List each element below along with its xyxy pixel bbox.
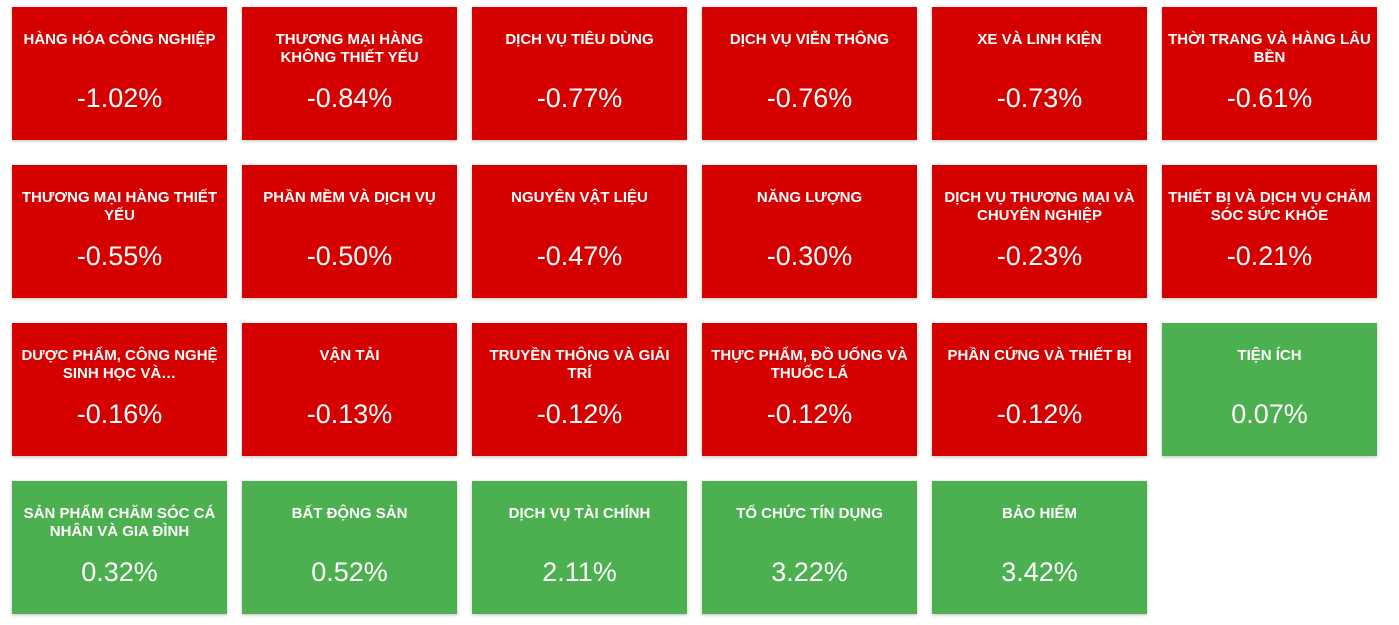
sector-change: -0.76% xyxy=(766,83,853,113)
sector-label: DỊCH VỤ VIỄN THÔNG xyxy=(729,31,890,48)
sector-label: TIỆN ÍCH xyxy=(1237,347,1302,364)
sector-change: 3.22% xyxy=(771,557,848,587)
sector-change: -0.47% xyxy=(536,241,623,271)
sector-label: THỜI TRANG VÀ HÀNG LÂU BỀN xyxy=(1168,31,1371,66)
sector-change: -0.16% xyxy=(76,399,163,429)
sector-tile[interactable]: DƯỢC PHẨM, CÔNG NGHỆ SINH HỌC VÀ… -0.16% xyxy=(12,323,227,456)
sector-change: -0.61% xyxy=(1226,83,1313,113)
sector-tile[interactable]: THỰC PHẨM, ĐỒ UỐNG VÀ THUỐC LÁ -0.12% xyxy=(702,323,917,456)
sector-tile[interactable]: BẤT ĐỘNG SẢN 0.52% xyxy=(242,481,457,614)
tile-grid: HÀNG HÓA CÔNG NGHIỆP -1.02% THƯƠNG MẠI HÀN… xyxy=(12,7,1377,614)
sector-label: DỊCH VỤ THƯƠNG MẠI VÀ CHUYÊN NGHIỆP xyxy=(944,189,1135,224)
sector-change: -0.55% xyxy=(76,241,163,271)
sector-label: DỊCH VỤ TÀI CHÍNH xyxy=(508,505,651,522)
sector-label: XE VÀ LINH KIỆN xyxy=(977,31,1102,48)
sector-label: BẤT ĐỘNG SẢN xyxy=(291,505,408,522)
sector-tile[interactable]: THƯƠNG MẠI HÀNG THIẾT YẾU -0.55% xyxy=(12,165,227,298)
sector-tile[interactable]: TỔ CHỨC TÍN DỤNG 3.22% xyxy=(702,481,917,614)
sector-tile[interactable]: THƯƠNG MẠI HÀNG KHÔNG THIẾT YẾU -0.84% xyxy=(242,7,457,140)
sector-tile[interactable]: DỊCH VỤ THƯƠNG MẠI VÀ CHUYÊN NGHIỆP -0.23… xyxy=(932,165,1147,298)
sector-change: -0.84% xyxy=(306,83,393,113)
sector-label: BẢO HIỂM xyxy=(1002,505,1077,522)
sector-change: -0.12% xyxy=(766,399,853,429)
sector-change: 0.07% xyxy=(1231,399,1308,429)
sector-change: 2.11% xyxy=(542,557,617,587)
sector-change: -0.50% xyxy=(306,241,393,271)
sector-change: -0.73% xyxy=(996,83,1083,113)
sector-change: 0.32% xyxy=(81,557,158,587)
sector-label: NGUYÊN VẬT LIỆU xyxy=(511,189,648,206)
sector-tile[interactable]: DỊCH VỤ TÀI CHÍNH 2.11% xyxy=(472,481,687,614)
sector-tile[interactable]: TIỆN ÍCH 0.07% xyxy=(1162,323,1377,456)
sector-change: 3.42% xyxy=(1001,557,1078,587)
sector-label: THIẾT BỊ VÀ DỊCH VỤ CHĂM SÓC SỨC KHỎE xyxy=(1168,189,1371,224)
sector-tile[interactable]: VẬN TẢI -0.13% xyxy=(242,323,457,456)
sector-change: -0.13% xyxy=(306,399,393,429)
sector-tile[interactable]: XE VÀ LINH KIỆN -0.73% xyxy=(932,7,1147,140)
sector-change: -0.12% xyxy=(996,399,1083,429)
sector-change: -0.23% xyxy=(996,241,1083,271)
sector-change: -0.30% xyxy=(766,241,853,271)
sector-tile[interactable]: NGUYÊN VẬT LIỆU -0.47% xyxy=(472,165,687,298)
sector-tile[interactable]: PHẦN CỨNG VÀ THIẾT BỊ -0.12% xyxy=(932,323,1147,456)
sector-tile[interactable]: NĂNG LƯỢNG -0.30% xyxy=(702,165,917,298)
sector-tile[interactable]: DỊCH VỤ VIỄN THÔNG -0.76% xyxy=(702,7,917,140)
sector-change: -0.12% xyxy=(536,399,623,429)
sector-tile[interactable]: SẢN PHẨM CHĂM SÓC CÁ NHÂN VÀ GIA ĐÌNH 0.3… xyxy=(12,481,227,614)
sector-label: THỰC PHẨM, ĐỒ UỐNG VÀ THUỐC LÁ xyxy=(711,347,908,382)
sector-tile[interactable]: BẢO HIỂM 3.42% xyxy=(932,481,1147,614)
sector-label: PHẦN MỀM VÀ DỊCH VỤ xyxy=(263,189,436,206)
sector-label: DƯỢC PHẨM, CÔNG NGHỆ SINH HỌC VÀ… xyxy=(21,347,218,382)
sector-label: PHẦN CỨNG VÀ THIẾT BỊ xyxy=(947,347,1132,364)
sector-label: NĂNG LƯỢNG xyxy=(756,189,863,206)
sector-tile[interactable]: THỜI TRANG VÀ HÀNG LÂU BỀN -0.61% xyxy=(1162,7,1377,140)
sector-label: TỔ CHỨC TÍN DỤNG xyxy=(736,505,883,522)
sector-tile[interactable]: THIẾT BỊ VÀ DỊCH VỤ CHĂM SÓC SỨC KHỎE -0.… xyxy=(1162,165,1377,298)
sector-label: VẬN TẢI xyxy=(319,347,380,364)
sector-label: DỊCH VỤ TIÊU DÙNG xyxy=(505,31,654,48)
sector-label: THƯƠNG MẠI HÀNG KHÔNG THIẾT YẾU xyxy=(275,31,424,66)
sector-tile[interactable]: PHẦN MỀM VÀ DỊCH VỤ -0.50% xyxy=(242,165,457,298)
sector-change: -0.21% xyxy=(1226,241,1313,271)
sector-label: SẢN PHẨM CHĂM SÓC CÁ NHÂN VÀ GIA ĐÌNH xyxy=(23,505,216,540)
sector-label: TRUYỀN THÔNG VÀ GIẢI TRÍ xyxy=(489,347,670,382)
sector-label: HÀNG HÓA CÔNG NGHIỆP xyxy=(23,31,216,48)
sector-tile[interactable]: TRUYỀN THÔNG VÀ GIẢI TRÍ -0.12% xyxy=(472,323,687,456)
sector-tile[interactable]: DỊCH VỤ TIÊU DÙNG -0.77% xyxy=(472,7,687,140)
sector-change: -0.77% xyxy=(536,83,623,113)
sector-change: 0.52% xyxy=(311,557,388,587)
sector-tile[interactable]: HÀNG HÓA CÔNG NGHIỆP -1.02% xyxy=(12,7,227,140)
sector-change: -1.02% xyxy=(76,83,163,113)
sector-label: THƯƠNG MẠI HÀNG THIẾT YẾU xyxy=(21,189,218,224)
